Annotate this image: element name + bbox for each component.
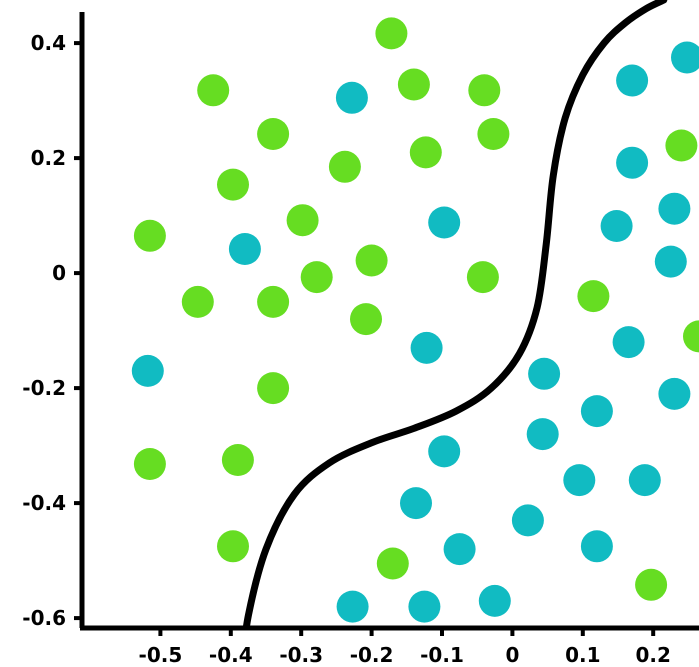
green-point-7 [328,150,361,183]
green-point-21 [221,444,254,476]
teal-point-6 [428,206,461,239]
green-point-14 [181,285,214,318]
green-point-25 [665,129,698,162]
green-point-18 [683,320,699,353]
green-point-4 [257,118,290,150]
teal-point-25 [478,584,511,617]
green-point-23 [376,547,409,580]
green-point-20 [133,448,166,480]
x-tick-label: 0.2 [635,643,670,667]
green-point-16 [350,303,382,336]
x-tick-label: -0.5 [139,643,183,667]
x-tick-label: 0 [505,643,519,667]
teal-point-0 [671,41,699,74]
y-tick-label: 0.2 [31,146,66,170]
decision-boundary-curve [242,0,668,628]
x-tick-label: -0.3 [279,643,323,667]
green-point-12 [300,261,333,294]
teal-point-17 [563,464,596,497]
teal-point-21 [443,533,476,566]
green-point-2 [397,68,430,101]
points-layer [131,17,699,623]
teal-point-7 [228,233,261,265]
teal-point-11 [131,354,164,387]
y-tick-label: 0.4 [31,31,66,55]
green-point-8 [217,168,249,201]
x-tick-label: -0.4 [209,643,253,667]
green-point-3 [468,74,501,107]
green-point-5 [477,118,510,150]
green-point-17 [577,280,610,313]
green-point-22 [217,530,249,563]
x-tick-label: -0.1 [420,643,464,667]
green-point-9 [286,204,319,237]
x-tick-label: 0.1 [565,643,600,667]
teal-point-5 [600,210,633,242]
green-point-13 [466,261,499,294]
teal-point-20 [511,504,544,537]
teal-point-3 [616,146,649,179]
x-tick-label: -0.2 [350,643,394,667]
teal-point-22 [580,530,613,563]
green-point-24 [635,568,668,601]
teal-point-19 [400,487,432,520]
teal-point-4 [658,192,691,225]
green-point-11 [355,244,388,277]
teal-point-16 [428,435,461,468]
teal-point-24 [408,590,441,623]
y-tick-label: -0.6 [22,606,66,630]
green-point-19 [257,372,290,405]
teal-point-18 [628,464,661,497]
y-tick-label: -0.2 [22,376,66,400]
teal-point-8 [654,245,687,278]
green-point-15 [257,285,290,318]
green-point-0 [375,17,408,50]
teal-point-15 [526,418,559,451]
y-tick-label: 0 [52,261,66,285]
green-point-6 [409,136,442,169]
teal-point-13 [658,377,691,410]
teal-point-23 [336,590,369,623]
teal-point-1 [616,64,649,97]
teal-point-10 [612,326,645,359]
green-point-10 [133,219,166,252]
teal-point-9 [410,331,443,364]
y-tick-label: -0.4 [22,491,66,515]
ticks-layer: -0.5 -0.4 -0.3 -0.2 -0.1 0 0.1 0.2 0.4 0.2 0 -0.2 -0… [22,31,671,667]
teal-point-14 [580,395,613,428]
green-point-1 [197,74,230,107]
teal-point-2 [335,81,368,114]
teal-point-12 [528,357,561,390]
